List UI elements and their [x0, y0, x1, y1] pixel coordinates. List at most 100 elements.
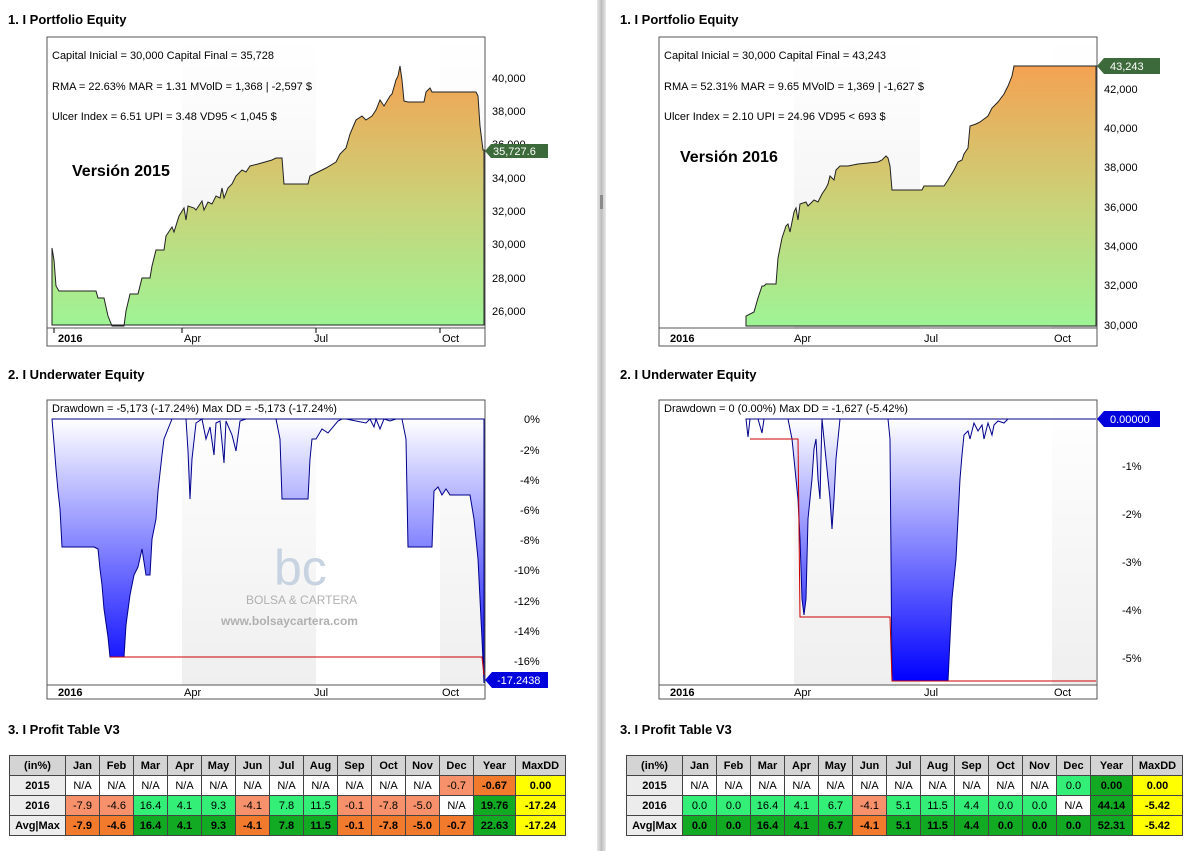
table-cell: -17.24 — [515, 815, 566, 836]
table-cell: 0.0 — [682, 795, 717, 816]
table-cell: N/A — [133, 775, 168, 796]
table-cell: N/A — [784, 775, 819, 796]
last-value-marker: -17.2438 — [485, 672, 548, 688]
table-cell: 7.8 — [269, 815, 304, 836]
table-row: 2016 -7.9 -4.6 16.4 4.1 9.3 -4.1 7.8 11.5 -0.1 -7.… — [9, 795, 566, 816]
column-header: Dec — [1056, 755, 1091, 776]
table-row: Avg|Max 0.0 0.0 16.4 4.1 6.7 -4.1 5.1 11.5 4.4 0.0… — [626, 815, 1183, 836]
underwater-chart-right[interactable]: Drawdown = 0 (0.00%) Max DD = -1,627 (-5… — [658, 399, 1201, 701]
table-cell: 0.0 — [1056, 775, 1091, 796]
table-cell: 5.1 — [886, 815, 921, 836]
table-cell: 22.63 — [473, 815, 516, 836]
profit-table-left: (in%) Jan Feb Mar Apr May Jun Jul Aug Sep Oct Nov De… — [9, 755, 566, 836]
column-header: Dec — [439, 755, 474, 776]
shade-band — [1052, 401, 1096, 685]
table-cell: N/A — [852, 775, 887, 796]
x-tick-label: 2016 — [58, 333, 82, 345]
column-header: Jun — [852, 755, 887, 776]
table-cell: N/A — [65, 775, 100, 796]
table-cell: -4.1 — [235, 815, 270, 836]
table-cell: -7.9 — [65, 815, 100, 836]
y-tick-label: 34,000 — [492, 173, 526, 185]
splitter-grip[interactable] — [600, 195, 603, 209]
equity-y-axis: 42,000 40,000 38,000 36,000 34,000 32,00… — [1104, 84, 1138, 332]
table-cell: -0.67 — [473, 775, 516, 796]
x-tick-label: Apr — [794, 333, 811, 345]
x-tick-label: Apr — [184, 687, 201, 699]
last-value-label: 0.00000 — [1110, 414, 1150, 426]
y-tick-label: 32,000 — [1104, 280, 1138, 292]
column-header: May — [201, 755, 236, 776]
watermark-logo: bc — [274, 540, 327, 596]
x-tick-label: Apr — [794, 687, 811, 699]
equity-x-axis: 2016 Apr Jul Oct — [53, 328, 459, 345]
table-cell: N/A — [405, 775, 440, 796]
profit-table-title-right: 3. I Profit Table V3 — [620, 722, 732, 737]
y-tick-label: -6% — [520, 505, 540, 517]
table-cell: N/A — [716, 775, 751, 796]
y-tick-label: -5% — [1122, 653, 1142, 665]
table-row: Avg|Max -7.9 -4.6 16.4 4.1 9.3 -4.1 7.8 11.5 -0.1… — [9, 815, 566, 836]
y-tick-label: -3% — [1122, 557, 1142, 569]
equity-chart-left[interactable]: Capital Inicial = 30,000 Capital Final =… — [46, 36, 598, 348]
column-header: May — [818, 755, 853, 776]
equity-x-axis: 2016 Apr Jul Oct — [670, 333, 1071, 345]
table-cell: 0.00 — [515, 775, 566, 796]
column-header: Nov — [405, 755, 440, 776]
column-header: Mar — [750, 755, 785, 776]
table-cell: 0.00 — [1132, 775, 1183, 796]
y-tick-label: 26,000 — [492, 306, 526, 318]
equity-area — [745, 65, 1097, 327]
pane-splitter[interactable] — [597, 0, 606, 851]
equity-stats-line-2: RMA = 22.63% MAR = 1.31 MVolD = 1,368 | … — [52, 81, 312, 93]
underwater-title-left: 2. I Underwater Equity — [8, 367, 145, 382]
table-cell: 44.14 — [1090, 795, 1133, 816]
table-cell: 11.5 — [920, 795, 955, 816]
table-row: 2016 0.0 0.0 16.4 4.1 6.7 -4.1 5.1 11.5 4.4 0.0 0.0… — [626, 795, 1183, 816]
table-cell: 4.4 — [954, 815, 989, 836]
y-tick-label: 34,000 — [1104, 241, 1138, 253]
column-header: Jun — [235, 755, 270, 776]
column-header: Feb — [99, 755, 134, 776]
table-cell: -5.42 — [1132, 815, 1183, 836]
row-label: 2015 — [626, 775, 683, 796]
column-header: Nov — [1022, 755, 1057, 776]
y-tick-label: -8% — [520, 535, 540, 547]
y-tick-label: 42,000 — [1104, 84, 1138, 96]
y-tick-label: -2% — [520, 445, 540, 457]
table-cell: N/A — [167, 775, 202, 796]
y-tick-label: -12% — [514, 596, 540, 608]
last-value-marker: 35,727.6 — [485, 144, 548, 158]
column-header: (in%) — [9, 755, 66, 776]
column-header: Year — [1090, 755, 1133, 776]
table-cell: N/A — [886, 775, 921, 796]
table-cell: -5.0 — [405, 815, 440, 836]
column-header: Oct — [371, 755, 406, 776]
table-cell: 11.5 — [303, 795, 338, 816]
y-tick-label: -16% — [514, 656, 540, 668]
row-label: 2015 — [9, 775, 66, 796]
version-label: Versión 2015 — [72, 163, 170, 180]
table-cell: N/A — [818, 775, 853, 796]
watermark-url: www.bolsaycartera.com — [220, 614, 358, 628]
underwater-area — [51, 417, 485, 684]
column-header: Jul — [886, 755, 921, 776]
x-tick-label: Jul — [314, 687, 328, 699]
table-cell: 9.3 — [201, 815, 236, 836]
last-value-marker: 43,243 — [1097, 58, 1160, 74]
equity-stats-line-3: Ulcer Index = 6.51 UPI = 3.48 VD95 < 1,0… — [52, 111, 277, 123]
column-header: Mar — [133, 755, 168, 776]
table-cell: 0.0 — [1022, 815, 1057, 836]
table-cell: -4.6 — [99, 815, 134, 836]
y-tick-label: 38,000 — [1104, 162, 1138, 174]
underwater-title-right: 2. I Underwater Equity — [620, 367, 757, 382]
table-cell: -7.9 — [65, 795, 100, 816]
table-cell: -0.7 — [439, 775, 474, 796]
underwater-chart-left[interactable]: bc BOLSA & CARTERA www.bolsaycartera.com… — [46, 399, 598, 701]
y-tick-label: 0% — [524, 414, 540, 426]
table-cell: 16.4 — [133, 795, 168, 816]
underwater-area — [745, 418, 1096, 682]
column-header: Aug — [303, 755, 338, 776]
equity-chart-right[interactable]: Capital Inicial = 30,000 Capital Final =… — [658, 36, 1201, 348]
x-tick-label: 2016 — [58, 687, 82, 699]
